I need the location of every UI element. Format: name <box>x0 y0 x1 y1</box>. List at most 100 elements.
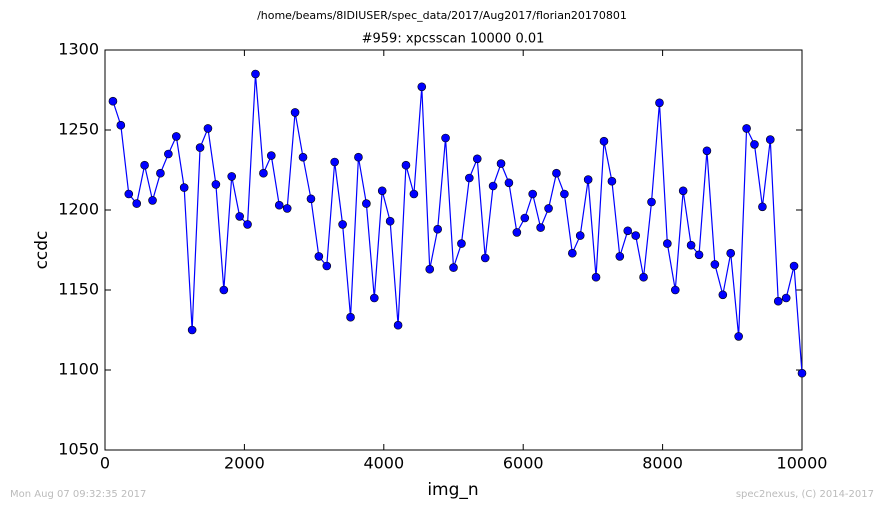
data-point <box>385 216 395 226</box>
data-point <box>219 285 229 295</box>
data-point <box>211 180 221 189</box>
y-tick-label: 1250 <box>58 120 99 139</box>
data-point <box>172 132 181 141</box>
plot-frame <box>104 49 803 451</box>
data-point <box>710 260 720 269</box>
header: /home/beams/8IDIUSER/spec_data/2017/Aug2… <box>257 9 627 22</box>
data-point <box>718 290 728 300</box>
data-point <box>259 168 268 178</box>
data-point <box>797 368 807 378</box>
y-tick-label: 1050 <box>58 440 99 459</box>
data-point <box>195 143 205 152</box>
data-point <box>393 320 403 330</box>
data-point <box>631 231 640 240</box>
y-axis-label: ccdc <box>32 231 52 270</box>
data-point <box>607 176 617 186</box>
data-point <box>425 264 435 274</box>
data-point <box>298 152 308 162</box>
data-point <box>465 173 474 183</box>
data-point <box>457 239 466 248</box>
data-point <box>179 183 189 192</box>
data-point <box>187 325 197 335</box>
data-point <box>750 140 759 149</box>
footer-right: spec2nexus, (C) 2014-2017 <box>736 489 874 500</box>
data-point <box>251 69 260 79</box>
data-point <box>433 224 442 234</box>
data-point <box>306 194 316 204</box>
data-point <box>758 202 767 212</box>
data-point <box>781 293 791 303</box>
data-point <box>568 248 577 258</box>
data-point <box>670 285 680 295</box>
data-point <box>647 197 656 207</box>
data-point <box>528 189 537 199</box>
data-point <box>148 196 157 205</box>
data-point <box>520 213 530 223</box>
data-point <box>504 178 514 188</box>
footer-left: Mon Aug 07 09:32:35 2017 <box>10 489 146 500</box>
data-point <box>599 136 609 146</box>
data-point <box>314 252 324 261</box>
data-point <box>322 261 332 271</box>
x-tick-label: 8000 <box>642 454 683 473</box>
y-tick-label: 1300 <box>58 40 99 59</box>
y-tick-label: 1100 <box>58 360 99 379</box>
data-point <box>575 231 585 240</box>
data-point <box>290 108 300 117</box>
data-point <box>678 186 688 196</box>
data-point <box>702 146 712 156</box>
data-point <box>773 296 783 306</box>
data-point <box>274 200 284 210</box>
data-point <box>354 152 363 162</box>
x-tick-label: 0 <box>100 454 110 473</box>
data-point <box>203 124 213 133</box>
data-point <box>362 199 371 208</box>
data-point <box>765 135 775 144</box>
data-point <box>536 223 545 232</box>
data-point <box>164 149 173 159</box>
x-tick-label: 4000 <box>363 454 404 473</box>
chart-title: #959: xpcsscan 10000 0.01 <box>362 32 545 47</box>
data-point <box>227 172 237 181</box>
data-point <box>156 168 165 178</box>
data-point <box>694 250 704 260</box>
data-point <box>417 82 427 92</box>
data-point <box>552 168 561 178</box>
data-line <box>112 73 803 374</box>
data-point <box>544 204 553 213</box>
data-point <box>734 332 743 341</box>
x-axis-label: img_n <box>427 480 478 500</box>
data-point <box>496 159 506 168</box>
data-point <box>441 133 450 143</box>
data-point <box>583 175 593 184</box>
data-point <box>267 151 276 160</box>
data-point <box>346 312 355 322</box>
data-point <box>377 186 387 196</box>
data-point <box>726 248 735 258</box>
data-point <box>132 199 142 208</box>
data-point <box>560 189 569 199</box>
data-point <box>512 228 522 237</box>
data-point <box>623 226 633 236</box>
data-point <box>686 240 696 250</box>
data-point <box>370 293 379 303</box>
data-point <box>401 160 411 170</box>
data-point <box>282 204 292 213</box>
data-point <box>742 124 751 133</box>
data-point <box>449 263 458 272</box>
data-point <box>655 98 664 108</box>
data-point <box>140 160 149 170</box>
y-tick-label: 1150 <box>58 280 99 299</box>
data-point <box>338 220 347 229</box>
data-point <box>330 157 339 167</box>
data-point <box>663 239 672 248</box>
data-point <box>789 261 799 271</box>
data-point <box>472 154 482 164</box>
data-point <box>488 181 498 191</box>
y-tick-label: 1200 <box>58 200 99 219</box>
data-point <box>639 272 648 282</box>
data-point <box>615 252 625 261</box>
data-point <box>108 96 118 106</box>
data-point <box>116 120 126 130</box>
